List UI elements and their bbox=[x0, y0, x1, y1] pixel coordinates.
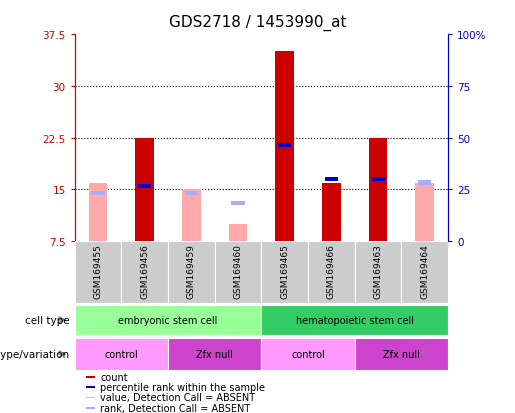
Text: GSM169455: GSM169455 bbox=[94, 243, 102, 298]
Bar bbox=[182, 190, 201, 242]
Text: GSM169459: GSM169459 bbox=[187, 243, 196, 298]
Bar bbox=[138, 185, 151, 189]
Bar bbox=[232, 202, 245, 206]
Text: count: count bbox=[100, 372, 128, 382]
Text: control: control bbox=[105, 349, 138, 359]
Bar bbox=[75, 242, 122, 304]
Bar bbox=[86, 376, 95, 377]
Text: Zfx null: Zfx null bbox=[383, 349, 420, 359]
Text: control: control bbox=[291, 349, 325, 359]
Text: GSM169456: GSM169456 bbox=[140, 243, 149, 298]
Bar bbox=[86, 387, 95, 388]
Bar bbox=[261, 338, 355, 370]
Bar bbox=[308, 242, 355, 304]
Text: GSM169463: GSM169463 bbox=[373, 243, 383, 298]
Bar bbox=[261, 242, 308, 304]
Text: cell type: cell type bbox=[25, 315, 70, 325]
Text: GSM169465: GSM169465 bbox=[280, 243, 289, 298]
Bar bbox=[371, 178, 385, 182]
Bar bbox=[92, 191, 105, 195]
Bar bbox=[355, 338, 448, 370]
Bar bbox=[261, 305, 448, 335]
Text: hematopoietic stem cell: hematopoietic stem cell bbox=[296, 315, 414, 325]
Bar bbox=[325, 178, 338, 182]
Bar bbox=[401, 242, 448, 304]
Text: genotype/variation: genotype/variation bbox=[0, 349, 70, 359]
Bar bbox=[215, 242, 261, 304]
Text: GSM169460: GSM169460 bbox=[233, 243, 243, 298]
Text: Zfx null: Zfx null bbox=[196, 349, 233, 359]
Bar bbox=[185, 191, 198, 195]
Bar bbox=[75, 305, 261, 335]
Bar bbox=[418, 181, 431, 185]
Text: GSM169464: GSM169464 bbox=[420, 243, 429, 298]
Text: embryonic stem cell: embryonic stem cell bbox=[118, 315, 218, 325]
Text: rank, Detection Call = ABSENT: rank, Detection Call = ABSENT bbox=[100, 403, 251, 413]
Bar bbox=[168, 338, 261, 370]
Bar bbox=[276, 52, 294, 242]
Text: value, Detection Call = ABSENT: value, Detection Call = ABSENT bbox=[100, 392, 255, 403]
Text: GSM169466: GSM169466 bbox=[327, 243, 336, 298]
Bar bbox=[86, 407, 95, 409]
Bar bbox=[416, 183, 434, 242]
Bar bbox=[355, 242, 401, 304]
Bar bbox=[89, 183, 107, 242]
Bar bbox=[278, 143, 291, 147]
Bar bbox=[122, 242, 168, 304]
Bar bbox=[168, 242, 215, 304]
Bar bbox=[322, 183, 341, 242]
Text: GDS2718 / 1453990_at: GDS2718 / 1453990_at bbox=[169, 14, 346, 31]
Text: percentile rank within the sample: percentile rank within the sample bbox=[100, 382, 265, 392]
Bar bbox=[75, 338, 168, 370]
Bar bbox=[369, 138, 387, 242]
Bar bbox=[86, 396, 95, 398]
Bar bbox=[135, 138, 154, 242]
Bar bbox=[229, 224, 247, 242]
